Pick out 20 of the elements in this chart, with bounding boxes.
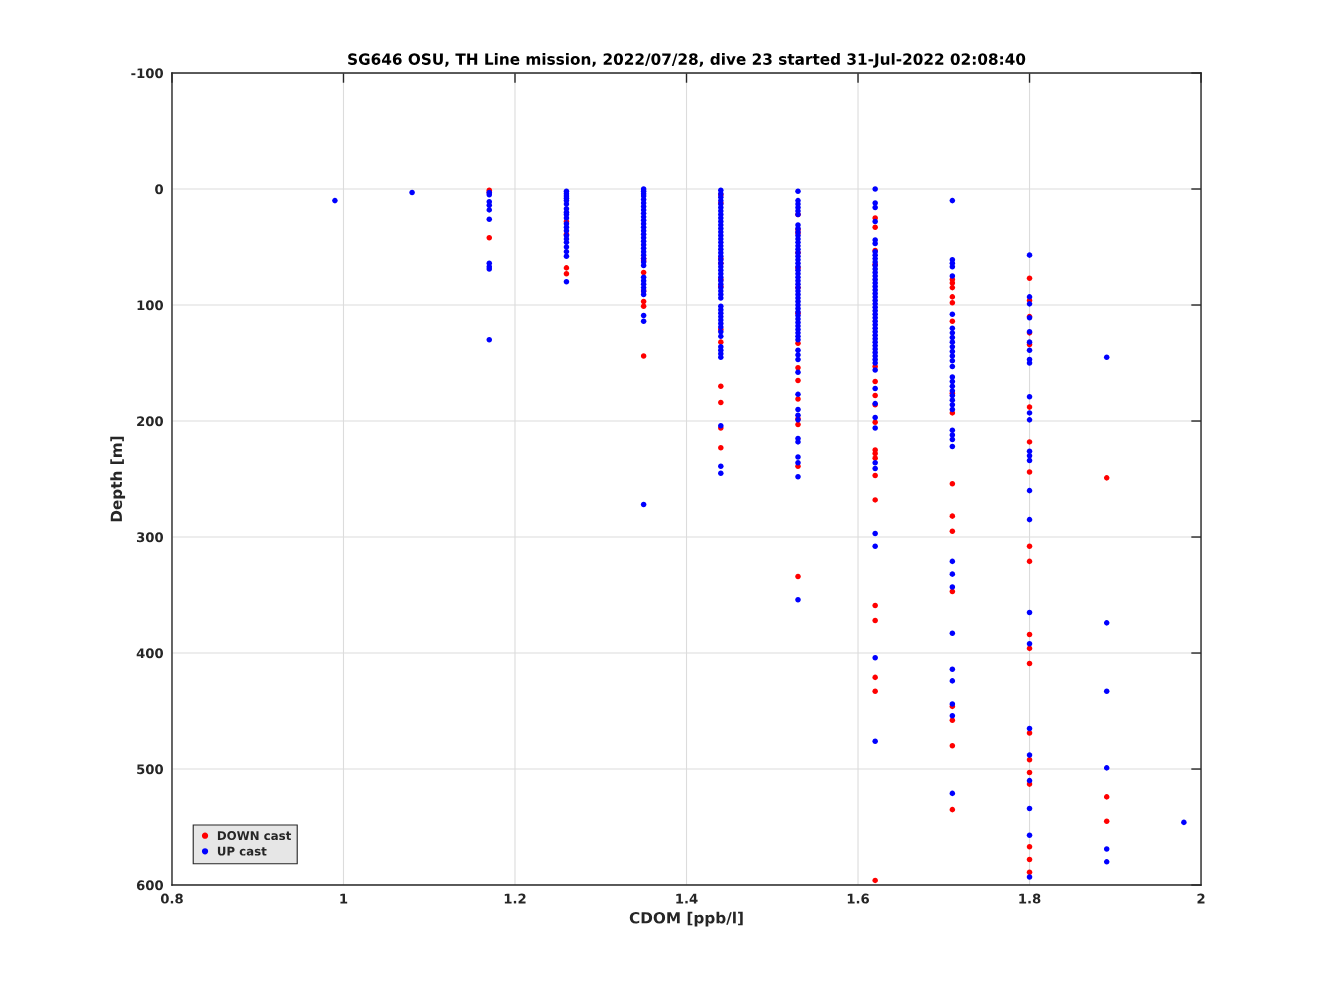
legend-label: DOWN cast xyxy=(217,831,292,841)
y-tick-label: 300 xyxy=(136,532,164,543)
x-tick-label: 2 xyxy=(1197,893,1205,904)
y-tick-label: 100 xyxy=(137,300,164,311)
y-tick-label: -100 xyxy=(131,68,164,79)
x-tick-label: 1.6 xyxy=(847,893,869,904)
chart-title: SG646 OSU, TH Line mission, 2022/07/28, dive 23 started 31-Jul-2022 02:08:40 xyxy=(348,53,1026,68)
y-tick-label: 500 xyxy=(137,764,164,775)
x-axis-title: CDOM [ppb/l] xyxy=(629,911,743,927)
y-tick-label: 0 xyxy=(155,184,164,195)
y-tick-label: 600 xyxy=(136,880,164,891)
x-tick-label: 0.8 xyxy=(160,893,183,904)
x-tick-label: 1.8 xyxy=(1019,893,1041,904)
y-axis-title: Depth [m] xyxy=(110,436,126,522)
x-tick-label: 1.2 xyxy=(504,893,526,904)
x-tick-label: 1 xyxy=(340,893,348,904)
y-tick-label: 400 xyxy=(136,648,164,659)
y-tick-label: 200 xyxy=(137,416,164,427)
x-tick-label: 1.4 xyxy=(676,893,698,904)
legend-label: UP cast xyxy=(217,846,267,856)
